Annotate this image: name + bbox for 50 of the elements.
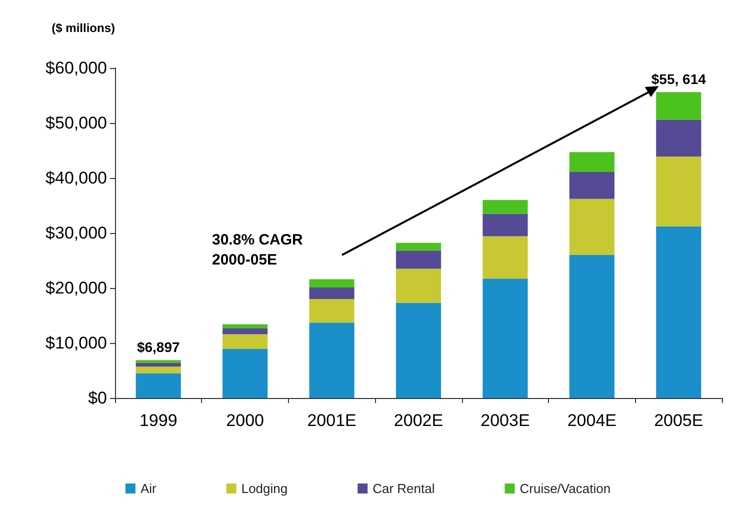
bar [482,214,528,236]
y-tick-label: $50,000 [46,114,107,132]
x-tick-label: 2001E [307,411,356,430]
x-tick-label: 2002E [394,411,444,430]
bar [482,278,528,398]
bar [656,156,702,226]
bar [396,302,442,398]
bar [136,360,181,363]
bar [222,334,268,350]
bar [569,152,614,172]
bar [656,226,702,398]
bar [136,373,181,398]
bar [309,322,354,398]
x-tick-label: 2004E [567,411,617,430]
bar [396,268,442,303]
bar [569,172,614,199]
bar [309,279,354,288]
y-tick-label: $40,000 [46,168,107,188]
bar [222,349,268,398]
total-label: $55, 614 [651,71,706,88]
bar [482,200,528,214]
x-tick-label: 2000 [226,411,264,430]
x-tick-label: 1999 [139,411,178,430]
y-tick-label: $30,000 [46,224,107,242]
annotation: 30.8% CAGR 2000-05E [212,232,308,268]
bar [656,120,702,157]
bar [309,287,354,299]
bar [222,328,268,334]
bar [569,255,614,398]
total-label: $6,897 [136,339,180,356]
legend-label: Car Rental [372,481,435,496]
y-tick-label: $0 [88,388,107,408]
bar [656,92,702,120]
bar [396,250,442,269]
legend-label: Air [140,481,158,496]
x-tick-label: 2003E [480,411,530,430]
bar [222,324,268,328]
bar [136,366,181,374]
bar [136,362,181,367]
bar [309,299,354,323]
bar [482,236,528,279]
y-axis-title: ($ millions) [52,21,115,35]
legend-label: Cruise/Vacation [520,481,611,496]
legend-label: Lodging [241,481,288,496]
x-tick-label: 2005E [654,411,704,430]
y-tick-label: $20,000 [46,278,107,298]
bar [569,198,614,255]
y-tick-label: $60,000 [46,58,107,78]
y-tick-label: $10,000 [46,334,107,352]
bar [396,242,442,251]
